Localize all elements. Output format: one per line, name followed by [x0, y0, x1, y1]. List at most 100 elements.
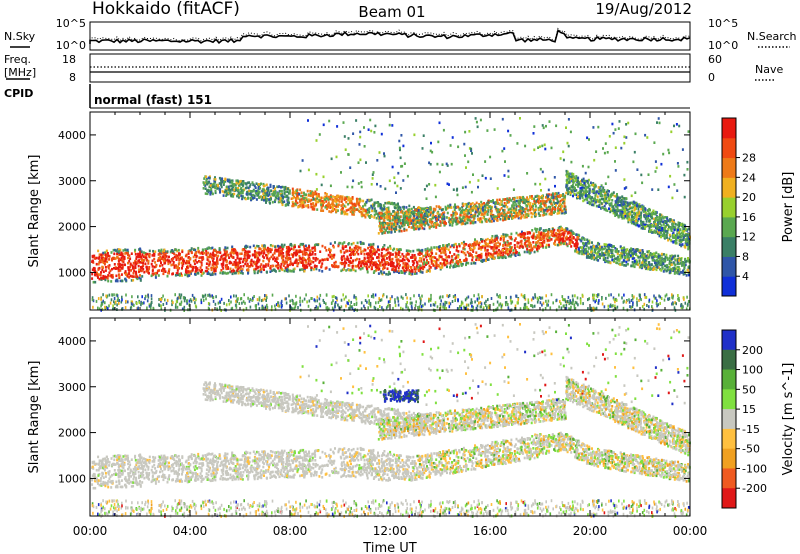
- echo-cell: [451, 244, 454, 247]
- echo-cell: [503, 235, 505, 238]
- echo-cell: [524, 201, 527, 205]
- echo-cell: [294, 199, 297, 203]
- echo-cell: [600, 251, 603, 254]
- echo-cell: [498, 248, 500, 252]
- echo-cell: [499, 237, 502, 240]
- echo-cell: [399, 255, 402, 258]
- echo-cell: [303, 193, 306, 196]
- echo-cell: [333, 265, 336, 269]
- echo-cell: [266, 256, 269, 260]
- echo-cell: [257, 265, 260, 269]
- echo-cell: [421, 226, 424, 230]
- echo-cell: [424, 263, 427, 266]
- echo-cell: [249, 245, 252, 249]
- echo-cell: [94, 273, 97, 277]
- nsearch-tick-top: 10^5: [708, 17, 738, 30]
- echo-cell: [573, 243, 576, 246]
- echo-cell: [362, 208, 365, 211]
- echo-cell: [301, 253, 304, 256]
- echo-cell: [154, 271, 157, 275]
- echo-cell: [213, 179, 216, 183]
- echo-cell: [629, 254, 632, 257]
- echo-cell: [98, 261, 101, 264]
- echo-cell: [430, 218, 433, 221]
- echo-cell: [520, 196, 523, 199]
- echo-cell: [380, 260, 383, 264]
- echo-cell: [168, 255, 170, 259]
- echo-cell: [340, 255, 343, 258]
- echo-cell: [641, 253, 643, 257]
- echo-cell: [487, 253, 490, 256]
- echo-cell: [310, 260, 313, 263]
- echo-cell: [381, 207, 384, 211]
- echo-cell: [239, 271, 242, 275]
- echo-cell: [511, 217, 513, 220]
- echo-cell: [104, 266, 107, 269]
- echo-cell: [590, 250, 593, 254]
- echo-cell: [289, 263, 292, 266]
- echo-cell: [244, 259, 246, 262]
- echo-cell: [210, 187, 213, 191]
- echo-cell: [222, 257, 225, 261]
- echo-cell: [379, 223, 382, 227]
- echo-cell: [423, 212, 426, 216]
- echo-cell: [113, 256, 116, 260]
- echo-cell: [435, 226, 438, 229]
- echo-cell: [188, 256, 190, 259]
- echo-cell: [455, 256, 458, 259]
- echo-cell: [257, 269, 260, 273]
- echo-cell: [519, 244, 522, 248]
- echo-cell: [545, 212, 548, 216]
- echo-cell: [509, 237, 512, 240]
- echo-cell: [266, 197, 269, 201]
- echo-cell: [512, 211, 515, 214]
- echo-cell: [544, 202, 547, 205]
- echo-cell: [410, 207, 413, 211]
- echo-cell: [245, 244, 248, 248]
- echo-cell: [232, 195, 235, 198]
- echo-cell: [466, 215, 469, 218]
- echo-cell: [454, 265, 457, 268]
- echo-cell: [400, 229, 403, 233]
- echo-cell: [334, 241, 336, 244]
- echo-cell: [159, 255, 162, 258]
- echo-cell: [451, 260, 454, 264]
- echo-cell: [147, 269, 150, 273]
- echo-cell: [115, 274, 118, 278]
- echo-cell: [455, 264, 458, 268]
- echo-cell: [287, 196, 290, 200]
- echo-cell: [309, 249, 312, 253]
- echo-cell: [362, 205, 364, 208]
- echo-cell: [439, 267, 442, 271]
- echo-cell: [532, 232, 535, 235]
- echo-cell: [228, 179, 231, 182]
- echo-cell: [360, 214, 363, 217]
- echo-cell: [253, 194, 256, 198]
- echo-cell: [130, 275, 133, 278]
- echo-cell: [497, 256, 500, 259]
- echo-cell: [260, 270, 263, 274]
- echo-cell: [369, 250, 372, 254]
- echo-cell: [165, 255, 168, 258]
- echo-cell: [649, 266, 652, 269]
- echo-cell: [202, 187, 205, 190]
- echo-cell: [269, 244, 272, 247]
- echo-cell: [493, 245, 496, 248]
- echo-cell: [495, 236, 498, 240]
- echo-cell: [684, 263, 687, 267]
- echo-cell: [245, 183, 248, 186]
- echo-cell: [142, 251, 145, 254]
- echo-cell: [231, 248, 233, 251]
- echo-cell: [224, 248, 227, 251]
- echo-cell: [662, 259, 665, 262]
- echo-cell: [284, 266, 287, 270]
- echo-cell: [353, 204, 356, 207]
- echo-cell: [574, 249, 577, 253]
- echo-cell: [123, 257, 126, 260]
- echo-cell: [577, 246, 580, 250]
- echo-cell: [412, 261, 415, 265]
- echo-cell: [263, 198, 265, 202]
- echo-cell: [418, 227, 421, 230]
- echo-cell: [420, 220, 422, 224]
- echo-cell: [406, 213, 409, 217]
